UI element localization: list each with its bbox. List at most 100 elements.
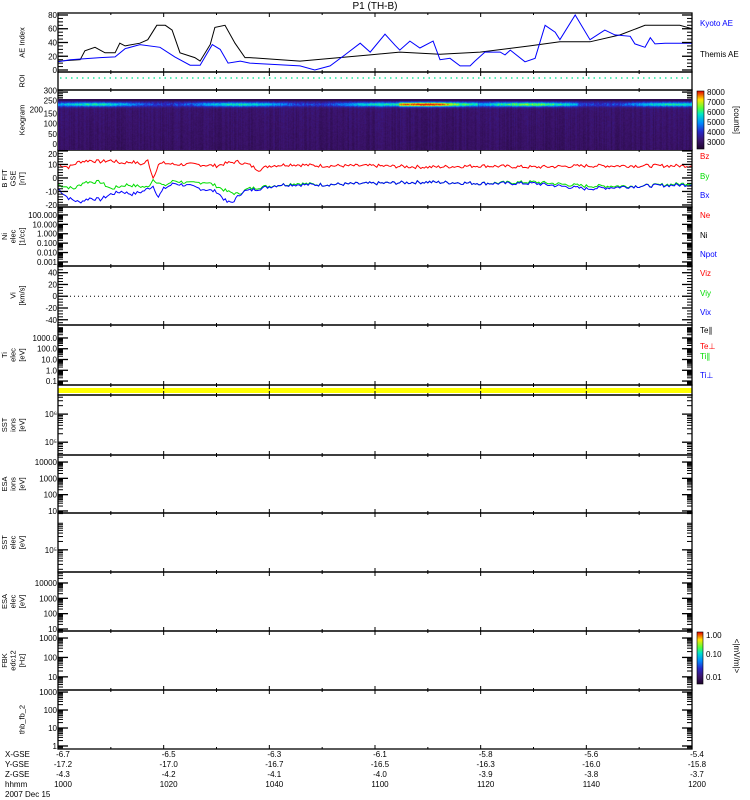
y-tick-label: 10 [48, 160, 57, 169]
y-tick-label: -20 [45, 201, 57, 210]
y-tick-label: 100 [44, 653, 58, 662]
y-tick-label: -20 [45, 304, 57, 313]
y-tick-label: 10000 [35, 579, 58, 588]
x-tick-label-hhmm: 1040 [265, 780, 283, 789]
colorbar-label: 5000 [707, 118, 725, 127]
x-tick-label-z: -3.9 [479, 770, 493, 779]
y-tick-label: 0 [53, 174, 58, 183]
x-tick-label-y: -16.0 [582, 760, 601, 769]
y-tick-label: 1.000 [37, 230, 58, 239]
legend-npot: Npot [700, 250, 718, 259]
colorbar-label: 8000 [707, 88, 725, 97]
y-tick-label: 20 [48, 150, 57, 159]
x-tick-label-x: -6.7 [56, 750, 70, 759]
y-tick-label: 20 [48, 52, 57, 61]
legend-te∥: Te∥ [700, 326, 712, 335]
panel-bfit: B FIT GSE [nT] -20 -10 0 1020 [0, 149, 693, 210]
y-tick-label: 200 [30, 105, 44, 114]
y-axis-label: elec [9, 535, 18, 549]
y-axis-label: elec [9, 229, 18, 243]
y-tick-label: 0.010 [37, 249, 58, 258]
y-axis-label: [eV] [17, 536, 26, 549]
y-tick-label: 100 [44, 706, 58, 715]
x-row-label: X-GSE [5, 750, 30, 759]
y-tick-label: 20 [48, 280, 57, 289]
x-tick-label-z: -4.2 [162, 770, 176, 779]
y-axis-label: AE Index [17, 27, 26, 58]
y-axis-label: ESA [0, 594, 9, 609]
y-axis-label: GSE [9, 171, 18, 187]
x-tick-label-hhmm: 1100 [371, 780, 389, 789]
y-axis-label: [1/cc] [17, 228, 26, 246]
x-row-label: Z-GSE [5, 770, 29, 779]
y-axis-label: Vi [9, 292, 18, 299]
y-tick-label: 10 [48, 673, 57, 682]
panel-esa_ions: ESA ions [eV] 10000 1000 100 10 [0, 454, 693, 516]
panel-frame [57, 512, 693, 573]
ae-line-themis-ae [57, 24, 693, 62]
legend-ni: Ni [700, 231, 708, 240]
y-axis-label: [eV] [17, 595, 26, 608]
panel-sst_elec: SST elec [eV] 10⁵ [0, 512, 693, 573]
y-tick-label: 0 [53, 292, 58, 301]
y-tick-label: 10.000 [33, 220, 58, 229]
panel-esa_elec: ESA elec [eV] 10000 1000 100 10 [0, 571, 693, 634]
y-tick-label: 60 [48, 25, 57, 34]
legend-ne: Ne [700, 211, 711, 220]
y-axis-label: ions [9, 418, 18, 432]
y-tick-label: 50 [48, 130, 57, 139]
x-tick-label-z: -4.0 [373, 770, 387, 779]
date-label: 2007 Dec 15 [5, 790, 51, 799]
y-tick-label: -10 [45, 187, 57, 196]
y-tick-label: 1000 [39, 634, 57, 643]
panel-fbk: FBK edc12 [Hz] 1000 100 10 [0, 630, 693, 691]
y-axis-label: Ti [0, 352, 9, 358]
y-tick-label: 0.1 [46, 377, 58, 386]
plot-title: P1 (TH-B) [353, 1, 398, 12]
x-tick-label-hhmm: 1120 [477, 780, 495, 789]
colorbar-label: 4000 [707, 128, 725, 137]
y-axis-label: Keogram [17, 105, 26, 135]
y-tick-label: 300 [44, 87, 58, 96]
panel-frame [57, 689, 693, 750]
y-axis-label: [eV] [17, 477, 26, 490]
panel-frame [57, 12, 693, 73]
legend-viz: Viz [700, 269, 711, 278]
y-tick-label: 100 [44, 610, 58, 619]
x-tick-label-z: -4.3 [56, 770, 70, 779]
y-tick-label: 0 [53, 140, 58, 149]
y-tick-label: 1 [53, 742, 58, 751]
y-tick-label: 10⁵ [45, 546, 57, 555]
y-tick-label: 10 [48, 724, 57, 733]
panel-frame [57, 630, 693, 691]
panel-fb2: thb_fb_2 1000 100 10 1 [17, 688, 693, 751]
x-tick-label-y: -17.0 [160, 760, 179, 769]
y-tick-label: 150 [44, 110, 58, 119]
y-tick-label: 10 [48, 507, 57, 516]
panel-roi: ROI [17, 71, 693, 91]
y-tick-label: 10⁵ [45, 438, 57, 447]
x-tick-label-y: -16.5 [371, 760, 390, 769]
keogram-colorbar [696, 90, 705, 150]
legend-by: By [700, 172, 709, 181]
y-tick-label: 10.0 [41, 356, 57, 365]
y-tick-label: -40 [45, 316, 57, 325]
y-tick-label: 100.0 [37, 345, 58, 354]
colorbar-units: [counts] [732, 106, 741, 134]
x-tick-label-y: -15.8 [688, 760, 707, 769]
y-axis-label: edc12 [9, 650, 18, 670]
x-tick-label-x: -5.4 [690, 750, 704, 759]
y-axis-label: ROI [17, 74, 26, 87]
x-tick-label-hhmm: 1020 [160, 780, 178, 789]
colorbar-label: 0.01 [706, 673, 722, 682]
y-axis-label: [eV] [17, 348, 26, 361]
y-tick-label: 250 [44, 97, 58, 106]
x-tick-label-hhmm: 1000 [54, 780, 72, 789]
y-tick-label: 100.000 [28, 211, 57, 220]
y-tick-label: 10⁶ [45, 410, 57, 419]
x-tick-label-hhmm: 1140 [583, 780, 601, 789]
y-axis-label: elec [9, 348, 18, 362]
y-axis-label: [nT] [17, 172, 26, 185]
y-tick-label: 10 [48, 625, 57, 634]
legend-bz: Bz [700, 152, 709, 161]
